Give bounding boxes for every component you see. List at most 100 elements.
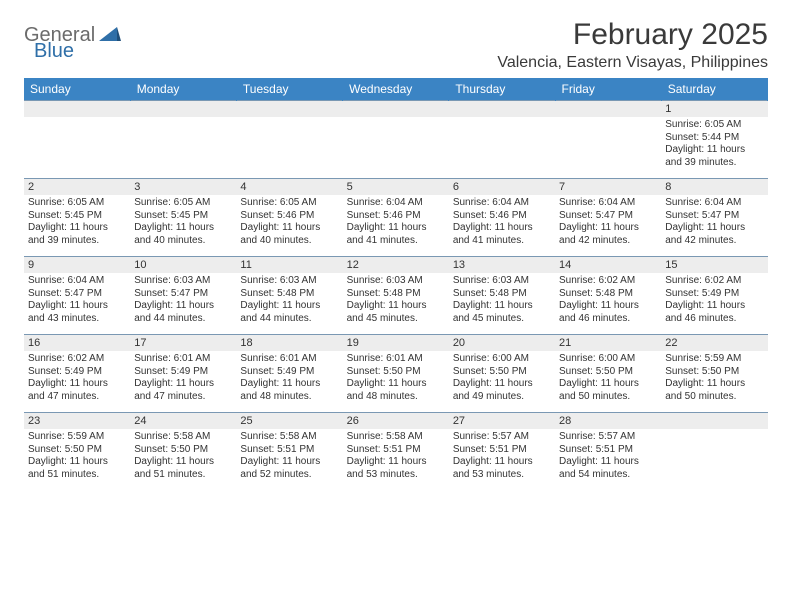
day-number: 7 [555, 179, 661, 195]
day-cell: 19Sunrise: 6:01 AMSunset: 5:50 PMDayligh… [343, 335, 449, 413]
day-cell: 18Sunrise: 6:01 AMSunset: 5:49 PMDayligh… [236, 335, 342, 413]
sunset-text: Sunset: 5:44 PM [665, 132, 763, 145]
day-number: 27 [449, 413, 555, 429]
sunrise-text: Sunrise: 6:02 AM [665, 275, 763, 288]
sunrise-text: Sunrise: 6:04 AM [453, 197, 551, 210]
sunrise-text: Sunrise: 6:00 AM [559, 353, 657, 366]
day-cell: 11Sunrise: 6:03 AMSunset: 5:48 PMDayligh… [236, 257, 342, 335]
daylight-text: Daylight: 11 hours and 50 minutes. [559, 378, 657, 403]
sunset-text: Sunset: 5:50 PM [28, 444, 126, 457]
daylight-text: Daylight: 11 hours and 52 minutes. [240, 456, 338, 481]
day-cell: 23Sunrise: 5:59 AMSunset: 5:50 PMDayligh… [24, 413, 130, 491]
day-number: 3 [130, 179, 236, 195]
day-data [236, 117, 342, 175]
day-number: 4 [236, 179, 342, 195]
sunset-text: Sunset: 5:45 PM [134, 210, 232, 223]
day-data: Sunrise: 5:58 AMSunset: 5:50 PMDaylight:… [130, 429, 236, 487]
day-data [343, 117, 449, 175]
day-header-row: Sunday Monday Tuesday Wednesday Thursday… [24, 78, 768, 101]
day-cell [555, 101, 661, 179]
day-header: Thursday [449, 78, 555, 101]
sunset-text: Sunset: 5:48 PM [453, 288, 551, 301]
day-data: Sunrise: 6:04 AMSunset: 5:47 PMDaylight:… [24, 273, 130, 331]
day-cell: 17Sunrise: 6:01 AMSunset: 5:49 PMDayligh… [130, 335, 236, 413]
daylight-text: Daylight: 11 hours and 51 minutes. [28, 456, 126, 481]
day-number: 1 [661, 101, 767, 117]
day-data: Sunrise: 5:59 AMSunset: 5:50 PMDaylight:… [24, 429, 130, 487]
day-data: Sunrise: 6:05 AMSunset: 5:45 PMDaylight:… [24, 195, 130, 253]
calendar-table: Sunday Monday Tuesday Wednesday Thursday… [24, 78, 768, 491]
sunset-text: Sunset: 5:48 PM [347, 288, 445, 301]
day-cell: 1Sunrise: 6:05 AMSunset: 5:44 PMDaylight… [661, 101, 767, 179]
day-number: 5 [343, 179, 449, 195]
day-data [555, 117, 661, 175]
day-number [661, 413, 767, 429]
day-header: Tuesday [236, 78, 342, 101]
month-title: February 2025 [497, 18, 768, 52]
day-data: Sunrise: 5:58 AMSunset: 5:51 PMDaylight:… [236, 429, 342, 487]
sunrise-text: Sunrise: 6:04 AM [665, 197, 763, 210]
day-cell: 2Sunrise: 6:05 AMSunset: 5:45 PMDaylight… [24, 179, 130, 257]
day-data: Sunrise: 6:04 AMSunset: 5:47 PMDaylight:… [661, 195, 767, 253]
week-row: 23Sunrise: 5:59 AMSunset: 5:50 PMDayligh… [24, 413, 768, 491]
day-data [661, 429, 767, 487]
sunset-text: Sunset: 5:51 PM [240, 444, 338, 457]
day-data: Sunrise: 6:05 AMSunset: 5:46 PMDaylight:… [236, 195, 342, 253]
day-cell: 5Sunrise: 6:04 AMSunset: 5:46 PMDaylight… [343, 179, 449, 257]
day-data [449, 117, 555, 175]
sunset-text: Sunset: 5:47 PM [134, 288, 232, 301]
day-cell: 26Sunrise: 5:58 AMSunset: 5:51 PMDayligh… [343, 413, 449, 491]
day-data: Sunrise: 6:04 AMSunset: 5:46 PMDaylight:… [449, 195, 555, 253]
day-data: Sunrise: 6:01 AMSunset: 5:49 PMDaylight:… [130, 351, 236, 409]
sunset-text: Sunset: 5:47 PM [665, 210, 763, 223]
sunset-text: Sunset: 5:51 PM [453, 444, 551, 457]
day-cell: 14Sunrise: 6:02 AMSunset: 5:48 PMDayligh… [555, 257, 661, 335]
day-data: Sunrise: 6:04 AMSunset: 5:46 PMDaylight:… [343, 195, 449, 253]
day-number: 28 [555, 413, 661, 429]
day-cell [661, 413, 767, 491]
daylight-text: Daylight: 11 hours and 42 minutes. [665, 222, 763, 247]
day-header: Wednesday [343, 78, 449, 101]
daylight-text: Daylight: 11 hours and 51 minutes. [134, 456, 232, 481]
location: Valencia, Eastern Visayas, Philippines [497, 54, 768, 72]
sunset-text: Sunset: 5:49 PM [134, 366, 232, 379]
day-data: Sunrise: 6:03 AMSunset: 5:48 PMDaylight:… [449, 273, 555, 331]
day-cell: 25Sunrise: 5:58 AMSunset: 5:51 PMDayligh… [236, 413, 342, 491]
sunrise-text: Sunrise: 6:04 AM [347, 197, 445, 210]
day-header: Friday [555, 78, 661, 101]
week-row: 16Sunrise: 6:02 AMSunset: 5:49 PMDayligh… [24, 335, 768, 413]
sunset-text: Sunset: 5:46 PM [240, 210, 338, 223]
daylight-text: Daylight: 11 hours and 44 minutes. [240, 300, 338, 325]
day-number [236, 101, 342, 117]
daylight-text: Daylight: 11 hours and 46 minutes. [665, 300, 763, 325]
daylight-text: Daylight: 11 hours and 47 minutes. [28, 378, 126, 403]
sunrise-text: Sunrise: 6:03 AM [453, 275, 551, 288]
day-data: Sunrise: 6:05 AMSunset: 5:44 PMDaylight:… [661, 117, 767, 175]
day-cell: 21Sunrise: 6:00 AMSunset: 5:50 PMDayligh… [555, 335, 661, 413]
day-number: 23 [24, 413, 130, 429]
daylight-text: Daylight: 11 hours and 53 minutes. [347, 456, 445, 481]
logo-subtext: Blue [34, 40, 74, 63]
day-cell [130, 101, 236, 179]
sunset-text: Sunset: 5:45 PM [28, 210, 126, 223]
day-cell [236, 101, 342, 179]
sunset-text: Sunset: 5:48 PM [240, 288, 338, 301]
sunrise-text: Sunrise: 5:59 AM [28, 431, 126, 444]
daylight-text: Daylight: 11 hours and 48 minutes. [347, 378, 445, 403]
daylight-text: Daylight: 11 hours and 43 minutes. [28, 300, 126, 325]
sunset-text: Sunset: 5:46 PM [453, 210, 551, 223]
day-number [555, 101, 661, 117]
day-cell: 24Sunrise: 5:58 AMSunset: 5:50 PMDayligh… [130, 413, 236, 491]
day-number: 25 [236, 413, 342, 429]
day-data: Sunrise: 6:04 AMSunset: 5:47 PMDaylight:… [555, 195, 661, 253]
daylight-text: Daylight: 11 hours and 41 minutes. [347, 222, 445, 247]
sunrise-text: Sunrise: 6:05 AM [28, 197, 126, 210]
sunrise-text: Sunrise: 6:03 AM [134, 275, 232, 288]
day-cell: 4Sunrise: 6:05 AMSunset: 5:46 PMDaylight… [236, 179, 342, 257]
daylight-text: Daylight: 11 hours and 46 minutes. [559, 300, 657, 325]
daylight-text: Daylight: 11 hours and 49 minutes. [453, 378, 551, 403]
day-cell: 8Sunrise: 6:04 AMSunset: 5:47 PMDaylight… [661, 179, 767, 257]
day-data: Sunrise: 6:00 AMSunset: 5:50 PMDaylight:… [449, 351, 555, 409]
day-data: Sunrise: 6:02 AMSunset: 5:49 PMDaylight:… [24, 351, 130, 409]
day-number: 22 [661, 335, 767, 351]
